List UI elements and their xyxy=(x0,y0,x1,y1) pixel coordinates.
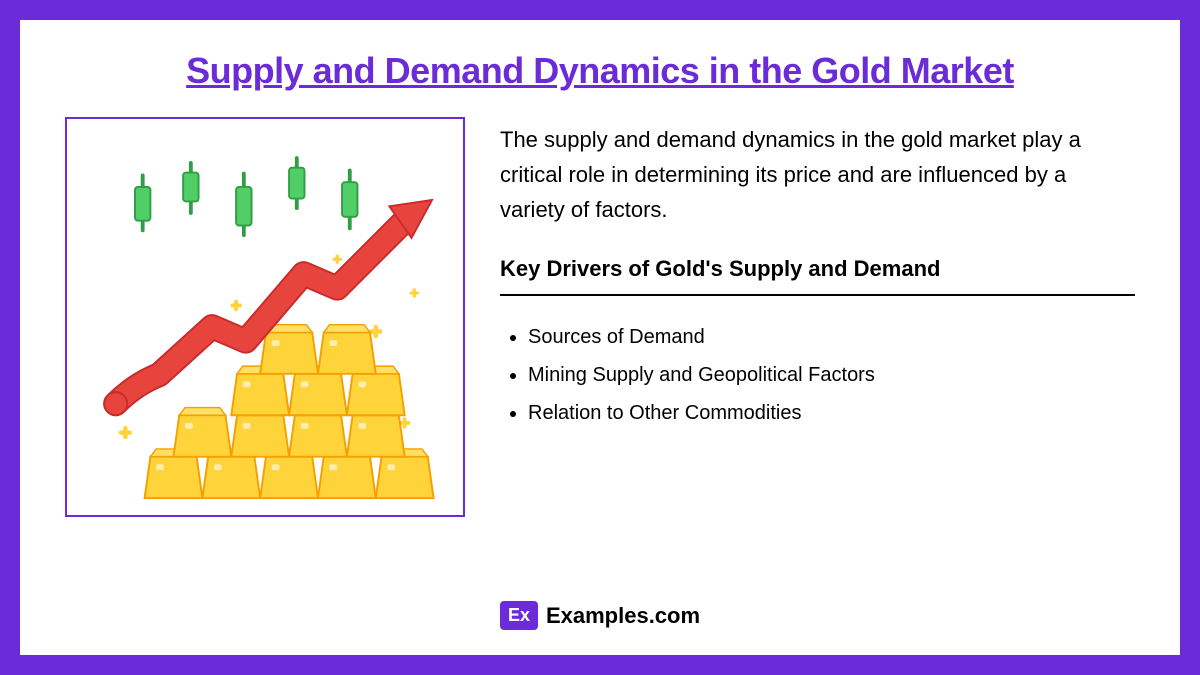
intro-paragraph: The supply and demand dynamics in the go… xyxy=(500,122,1135,228)
info-card: Supply and Demand Dynamics in the Gold M… xyxy=(20,20,1180,655)
bullet-list: Sources of DemandMining Supply and Geopo… xyxy=(500,318,1135,432)
bullet-item: Sources of Demand xyxy=(528,318,1135,356)
text-column: The supply and demand dynamics in the go… xyxy=(500,117,1135,586)
divider xyxy=(500,294,1135,296)
illustration-box xyxy=(65,117,465,517)
content-row: The supply and demand dynamics in the go… xyxy=(65,117,1135,586)
bullet-item: Relation to Other Commodities xyxy=(528,394,1135,432)
page-title: Supply and Demand Dynamics in the Gold M… xyxy=(65,50,1135,92)
logo-text: Examples.com xyxy=(546,603,700,629)
gold-market-illustration xyxy=(82,134,448,500)
logo-badge: Ex xyxy=(500,601,538,630)
footer-logo: Ex Examples.com xyxy=(65,601,1135,630)
subheading: Key Drivers of Gold's Supply and Demand xyxy=(500,256,1135,282)
bullet-item: Mining Supply and Geopolitical Factors xyxy=(528,356,1135,394)
